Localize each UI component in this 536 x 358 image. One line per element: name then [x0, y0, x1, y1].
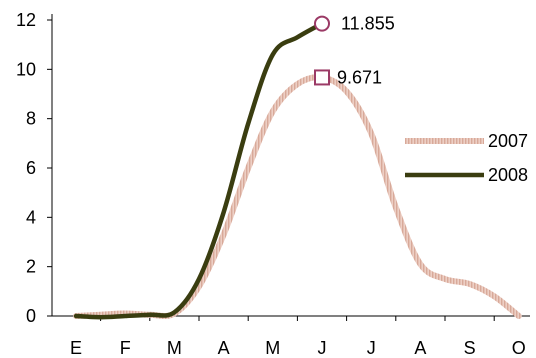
x-tick-label: M [167, 338, 182, 358]
y-tick-label: 10 [16, 59, 36, 79]
y-tick-label: 12 [16, 10, 36, 30]
x-tick-label: J [367, 338, 376, 358]
x-tick-label: S [464, 338, 476, 358]
x-tick-label: M [265, 338, 280, 358]
legend: 2007 2008 [405, 131, 528, 185]
x-tick-label: E [70, 338, 82, 358]
series-line-2007 [73, 74, 522, 320]
series-line-2008 [73, 21, 325, 320]
y-tick-label: 2 [26, 257, 36, 277]
peak-marker-circle [314, 15, 330, 32]
x-tick-label: J [318, 338, 327, 358]
x-tick-label: O [512, 338, 526, 358]
series-lines [73, 21, 522, 320]
y-tick-label: 6 [26, 158, 36, 178]
legend-label-2007: 2007 [488, 131, 528, 151]
x-tick-label: A [218, 338, 230, 358]
callout-markers: 11.855 9.671 [314, 14, 395, 87]
x-tick-label: A [414, 338, 426, 358]
axes: 0 2 4 6 8 10 12 E F M A M J J A S O [16, 10, 530, 358]
y-tick-label: 8 [26, 109, 36, 129]
x-tick-label: F [120, 338, 131, 358]
y-tick-label: 0 [26, 306, 36, 326]
peak-value-label: 9.671 [337, 67, 382, 87]
peak-marker-square [314, 69, 330, 86]
legend-label-2008: 2008 [488, 165, 528, 185]
y-tick-label: 4 [26, 207, 36, 227]
peak-value-label: 11.855 [341, 14, 395, 34]
